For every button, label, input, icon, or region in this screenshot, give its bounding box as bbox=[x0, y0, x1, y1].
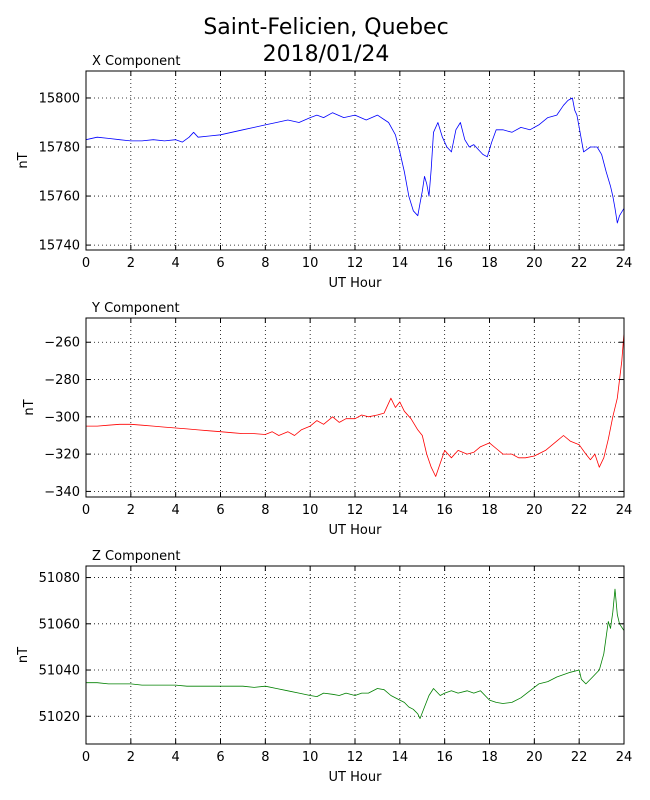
y-xtick-label-0: 0 bbox=[82, 503, 90, 518]
y-xtick-label-4: 8 bbox=[261, 503, 269, 518]
figure-title-line2: 2018/01/24 bbox=[263, 42, 390, 67]
y-component-panel: 0 2 4 6 8 10 12 14 16 18 20 22 24−340−320−300−280−26… bbox=[22, 301, 632, 538]
y-series-line bbox=[86, 332, 625, 477]
x-ytick-label-2: 15780 bbox=[39, 141, 80, 156]
z-xtick-label-10: 20 bbox=[526, 750, 543, 765]
x-xtick-label-2: 4 bbox=[172, 256, 180, 271]
z-xtick-label-9: 18 bbox=[481, 750, 498, 765]
x-xtick-label-4: 8 bbox=[261, 256, 269, 271]
y-panel-title: Y Component bbox=[91, 301, 180, 316]
z-xtick-label-5: 10 bbox=[302, 750, 319, 765]
z-component-panel: 0 2 4 6 8 10 12 14 16 18 20 22 245102051040510605108… bbox=[16, 549, 632, 785]
z-xtick-label-8: 16 bbox=[436, 750, 453, 765]
x-xtick-label-10: 20 bbox=[526, 256, 543, 271]
z-ytick-label-3: 51080 bbox=[39, 571, 80, 586]
z-xtick-label-12: 24 bbox=[616, 750, 633, 765]
y-xtick-label-6: 12 bbox=[347, 503, 364, 518]
y-xtick-label-8: 16 bbox=[436, 503, 453, 518]
z-ytick-label-0: 51020 bbox=[39, 710, 80, 725]
z-xtick-label-2: 4 bbox=[172, 750, 180, 765]
z-xtick-label-4: 8 bbox=[261, 750, 269, 765]
x-series-line bbox=[85, 97, 625, 224]
x-xtick-label-7: 14 bbox=[392, 256, 409, 271]
y-xtick-label-5: 10 bbox=[302, 503, 319, 518]
y-ytick-label-2: −300 bbox=[44, 410, 80, 425]
z-xtick-label-1: 2 bbox=[127, 750, 135, 765]
z-xtick-label-3: 6 bbox=[216, 750, 224, 765]
y-ytick-label-1: −320 bbox=[44, 448, 80, 463]
x-xtick-label-0: 0 bbox=[82, 256, 90, 271]
y-xtick-label-9: 18 bbox=[481, 503, 498, 518]
y-xtick-label-12: 24 bbox=[616, 503, 633, 518]
y-xtick-label-1: 2 bbox=[127, 503, 135, 518]
x-xtick-label-5: 10 bbox=[302, 256, 319, 271]
y-ylabel: nT bbox=[22, 399, 37, 415]
z-ytick-label-2: 51060 bbox=[39, 617, 80, 632]
x-ylabel: nT bbox=[16, 152, 31, 168]
z-xlabel: UT Hour bbox=[329, 770, 383, 785]
y-xtick-label-7: 14 bbox=[392, 503, 409, 518]
x-xtick-label-11: 22 bbox=[571, 256, 588, 271]
z-xtick-label-0: 0 bbox=[82, 750, 90, 765]
y-xtick-label-11: 22 bbox=[571, 503, 588, 518]
x-xtick-label-3: 6 bbox=[216, 256, 224, 271]
x-panel-title: X Component bbox=[92, 54, 181, 69]
x-xtick-label-12: 24 bbox=[616, 256, 633, 271]
z-xtick-label-6: 12 bbox=[347, 750, 364, 765]
y-xtick-label-10: 20 bbox=[526, 503, 543, 518]
z-panel-title: Z Component bbox=[92, 549, 181, 564]
x-xtick-label-8: 16 bbox=[436, 256, 453, 271]
x-xtick-label-6: 12 bbox=[347, 256, 364, 271]
x-component-panel: 0 2 4 6 8 10 12 14 16 18 20 22 241574015760157801580… bbox=[16, 54, 632, 291]
y-ytick-label-3: −280 bbox=[44, 373, 80, 388]
x-ytick-label-0: 15740 bbox=[39, 239, 80, 254]
figure-title-line1: Saint-Felicien, Quebec bbox=[203, 15, 448, 40]
x-xtick-label-9: 18 bbox=[481, 256, 498, 271]
z-series-line bbox=[86, 588, 625, 719]
y-xlabel: UT Hour bbox=[329, 523, 383, 538]
z-ylabel: nT bbox=[16, 647, 31, 663]
y-xtick-label-2: 4 bbox=[172, 503, 180, 518]
x-xtick-label-1: 2 bbox=[127, 256, 135, 271]
x-xlabel: UT Hour bbox=[329, 276, 383, 291]
y-ytick-label-0: −340 bbox=[44, 485, 80, 500]
x-ytick-label-3: 15800 bbox=[39, 91, 80, 106]
x-ytick-label-1: 15760 bbox=[39, 190, 80, 205]
z-xtick-label-7: 14 bbox=[392, 750, 409, 765]
y-ytick-label-4: −260 bbox=[44, 336, 80, 351]
y-xtick-label-3: 6 bbox=[216, 503, 224, 518]
z-xtick-label-11: 22 bbox=[571, 750, 588, 765]
z-ytick-label-1: 51040 bbox=[39, 664, 80, 679]
